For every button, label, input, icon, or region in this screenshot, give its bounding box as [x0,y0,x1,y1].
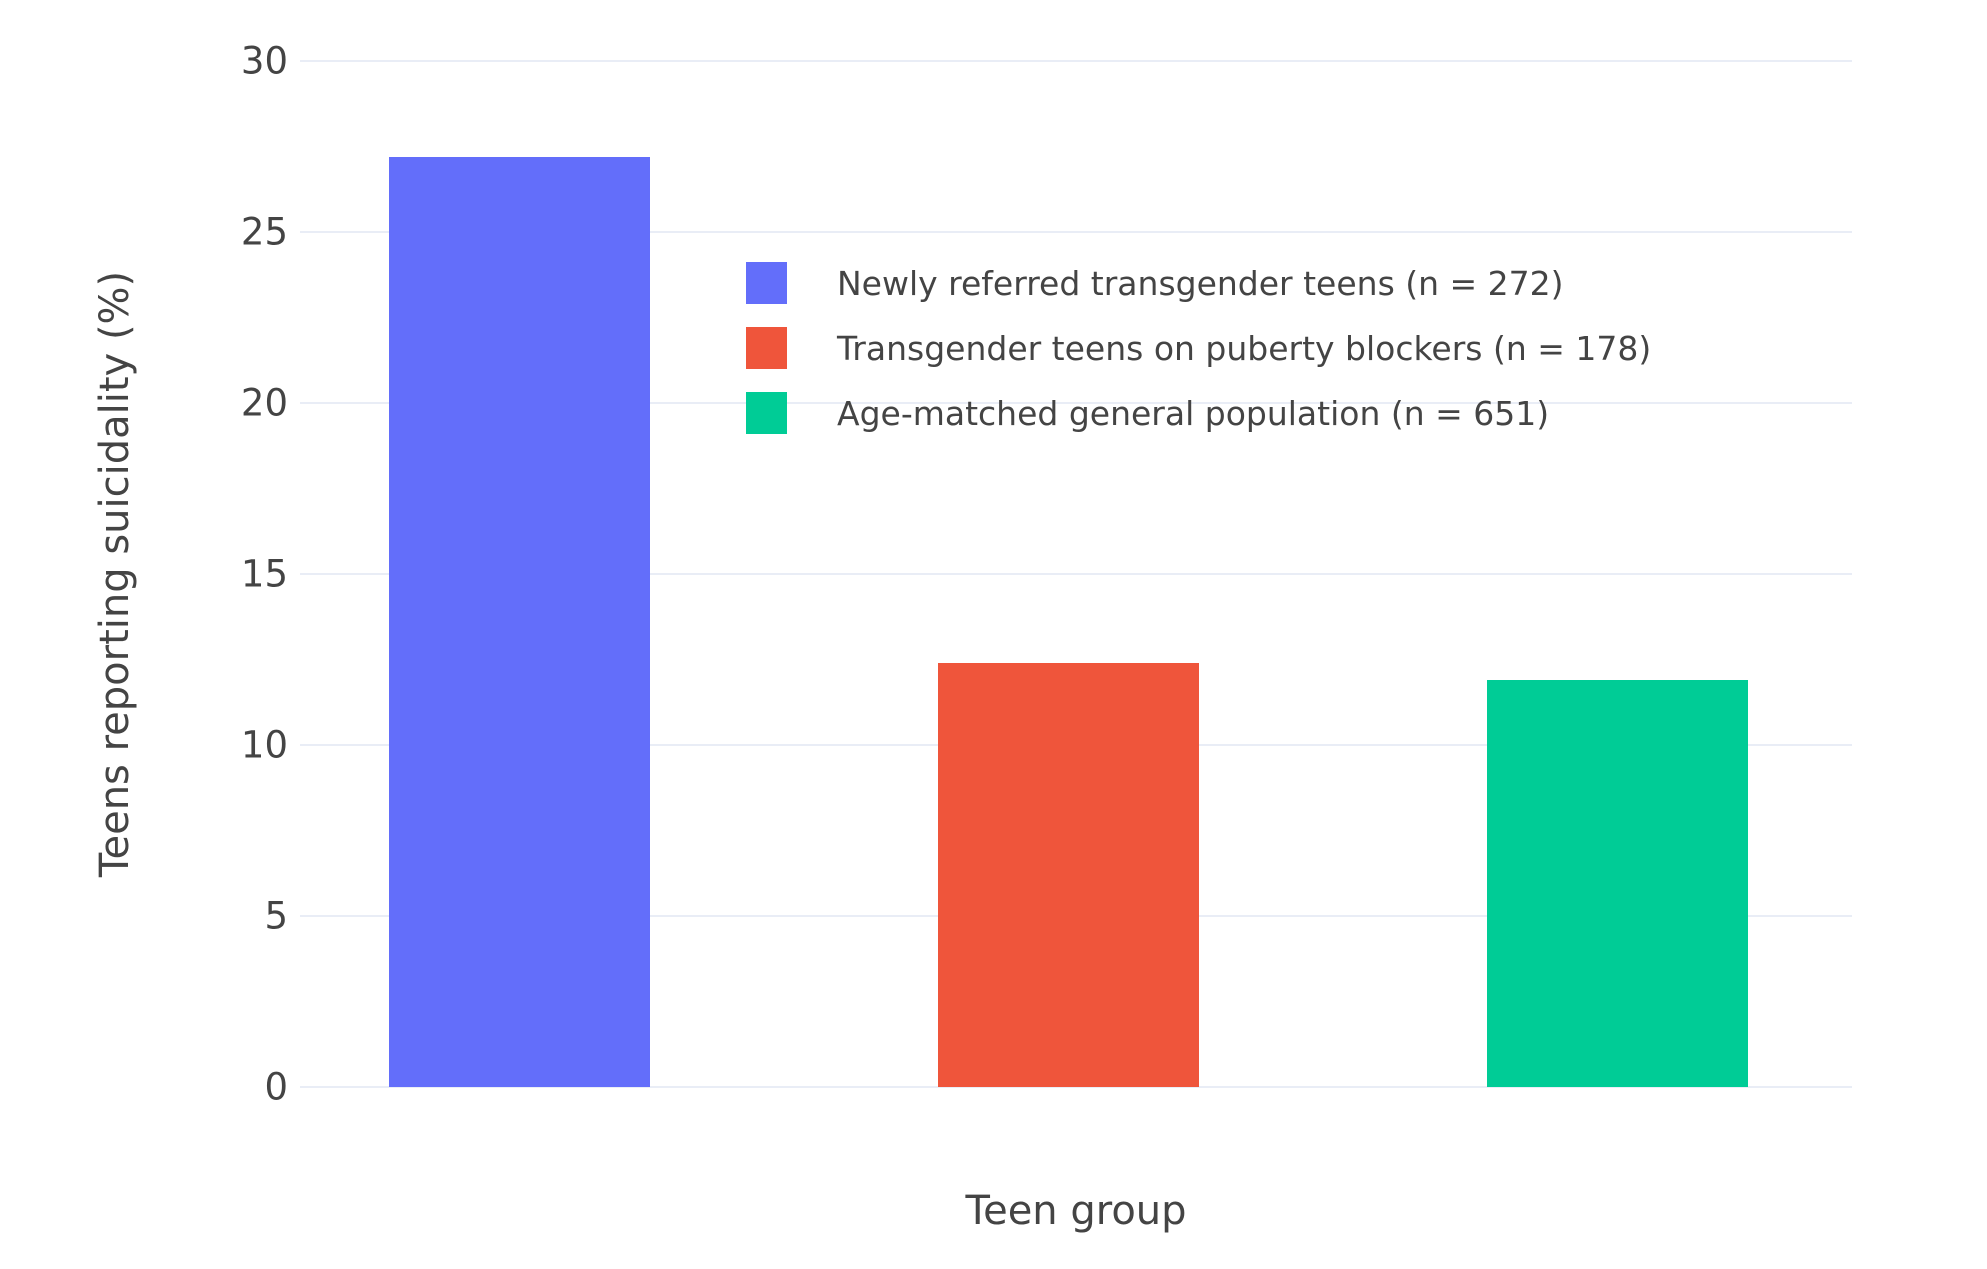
y-tick-label-5: 5 [264,894,288,938]
y-tick-label-10: 10 [240,723,288,767]
gridline-y-20 [300,402,1852,404]
x-axis-title: Teen group [965,1188,1187,1234]
legend-item-3[interactable]: Age-matched general population (n = 651) [746,392,1549,434]
y-tick-label-25: 25 [240,210,288,254]
legend-label: Newly referred transgender teens (n = 27… [837,263,1564,303]
bar-series-3 [1487,680,1748,1087]
gridline-y-15 [300,573,1852,575]
gridline-y-25 [300,231,1852,233]
y-tick-label-0: 0 [264,1065,288,1109]
y-tick-label-30: 30 [240,39,288,83]
gridline-y-0 [300,1086,1852,1088]
y-tick-label-20: 20 [240,381,288,425]
legend-label: Transgender teens on puberty blockers (n… [837,328,1652,368]
legend-label: Age-matched general population (n = 651) [837,393,1550,433]
legend-item-1[interactable]: Newly referred transgender teens (n = 27… [746,262,1564,304]
legend-swatch-icon [746,327,787,369]
legend-swatch-icon [746,392,787,434]
y-axis-title: Teens reporting suicidality (%) [92,270,138,878]
legend-swatch-icon [746,262,787,304]
y-tick-label-15: 15 [240,552,288,596]
legend-item-2[interactable]: Transgender teens on puberty blockers (n… [746,327,1651,369]
bar-series-2 [938,662,1199,1087]
bar-series-1 [389,156,650,1087]
gridline-y-30 [300,60,1852,62]
